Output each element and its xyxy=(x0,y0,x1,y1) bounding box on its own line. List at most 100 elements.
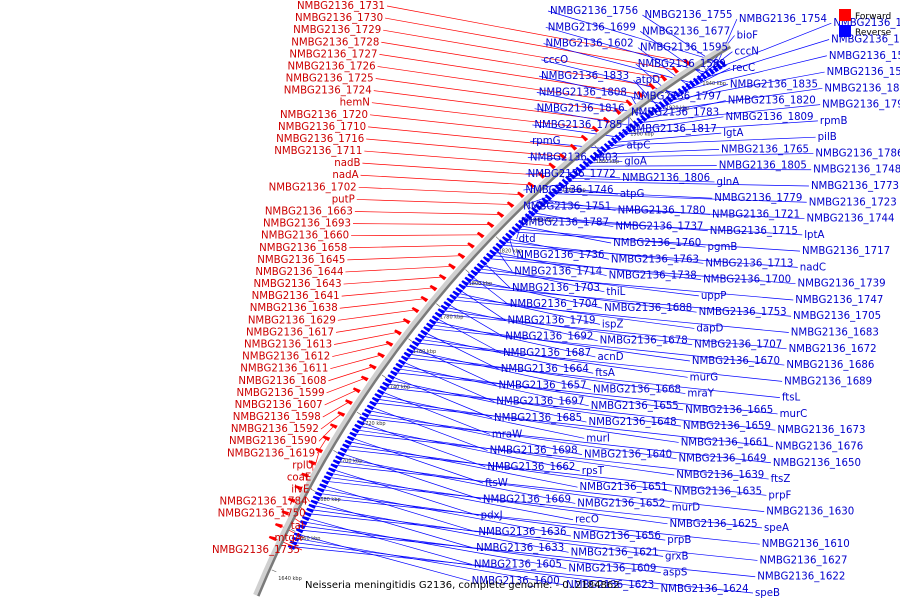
tick-mark xyxy=(311,489,316,492)
forward-gene-label: NMBG2136_1660 xyxy=(261,231,349,242)
connector-line xyxy=(364,150,553,167)
reverse-gene-feature xyxy=(342,443,350,449)
connector-line xyxy=(423,331,499,370)
reverse-gene-feature xyxy=(406,348,415,355)
connector-line xyxy=(452,295,695,329)
connector-line xyxy=(336,460,670,508)
reverse-gene-label: murD xyxy=(672,503,701,514)
connector-line xyxy=(429,324,690,362)
reverse-gene-label: rpsT xyxy=(582,466,605,477)
connector-line xyxy=(516,222,522,240)
connector-line xyxy=(352,433,769,480)
connector-line xyxy=(527,157,590,161)
reverse-gene-label: NMBG2136_1747 xyxy=(795,295,883,306)
forward-gene-feature xyxy=(559,153,567,160)
forward-gene-feature xyxy=(322,435,331,442)
connector-line xyxy=(625,116,724,132)
reverse-gene-feature xyxy=(411,340,420,347)
tick-label: 1660 kbp xyxy=(297,536,321,542)
forward-gene-feature xyxy=(548,162,556,170)
reverse-gene-feature xyxy=(374,393,383,399)
reverse-gene-label: recC xyxy=(732,63,755,74)
reverse-gene-label: NMBG2136_1651 xyxy=(580,482,668,493)
reverse-gene-feature xyxy=(299,520,308,526)
reverse-gene-feature xyxy=(301,516,310,522)
reverse-gene-label: NMBG2136_1713 xyxy=(705,258,793,269)
connector-line xyxy=(711,22,832,71)
connector-line xyxy=(443,306,598,342)
tick-mark xyxy=(356,411,362,416)
position-ticks: 1940 kbp 1920 kbp 1900 kbp 1880 kbp 1860 kbp… xyxy=(271,66,726,582)
connector-line xyxy=(322,401,350,418)
reverse-gene-label: NMBG2136_1678 xyxy=(600,336,688,347)
reverse-gene-label: aspS xyxy=(663,568,687,579)
reverse-gene-label: mraY xyxy=(687,389,714,400)
reverse-gene-feature xyxy=(387,374,396,380)
reverse-gene-feature xyxy=(376,389,385,396)
connector-line xyxy=(544,199,616,211)
connector-line xyxy=(621,120,818,135)
connector-line xyxy=(329,472,574,521)
forward-gene-label: NMBG2136_1724 xyxy=(284,86,372,97)
reverse-gene-label: NMBG2136_1755 xyxy=(644,10,732,21)
reverse-gene-label: NMBG2136_1753 xyxy=(699,307,787,318)
connector-line xyxy=(383,29,665,79)
connector-line xyxy=(592,153,814,158)
connector-line xyxy=(467,278,603,309)
reverse-gene-label: pilB xyxy=(818,132,837,143)
connector-line xyxy=(607,136,816,146)
connector-line xyxy=(326,377,366,394)
forward-gene-label: putP xyxy=(332,194,355,205)
connector-line xyxy=(350,437,484,484)
reverse-gene-feature xyxy=(518,219,526,227)
reverse-gene-label: NMBG2136_1689 xyxy=(784,376,872,387)
forward-gene-label: mtgA xyxy=(275,533,302,544)
tick-label: 1920 kbp xyxy=(666,106,690,112)
forward-gene-feature xyxy=(660,74,668,82)
reverse-gene-label: pgmB xyxy=(708,242,738,253)
reverse-gene-label: NMBG2136_1751 xyxy=(523,201,611,212)
reverse-gene-feature xyxy=(662,98,670,106)
forward-gene-feature xyxy=(337,411,346,417)
forward-gene-feature xyxy=(637,91,645,98)
connector-line xyxy=(375,78,619,112)
reverse-gene-feature xyxy=(625,125,633,133)
forward-gene-feature xyxy=(506,201,515,208)
connector-line xyxy=(367,410,583,455)
reverse-gene-feature xyxy=(558,181,566,189)
connector-line xyxy=(377,66,630,104)
forward-gene-feature xyxy=(625,99,633,107)
tick-label: 1740 kbp xyxy=(387,385,411,391)
reverse-gene-feature xyxy=(335,455,343,461)
reverse-gene-feature xyxy=(403,351,412,358)
reverse-gene-feature xyxy=(319,483,328,489)
connector-line xyxy=(449,299,789,333)
reverse-gene-label: grxB xyxy=(665,551,688,562)
forward-gene-feature xyxy=(268,535,277,541)
tick-mark xyxy=(594,145,599,150)
reverse-gene-label: NMBG2136_1744 xyxy=(806,214,894,225)
reverse-gene-feature xyxy=(501,236,510,243)
connector-line xyxy=(313,501,475,549)
forward-gene-label: NMBG2136_1710 xyxy=(278,122,366,133)
tick-label: 1780 kbp xyxy=(440,314,464,320)
tick-label: 1700 kbp xyxy=(339,459,363,465)
reverse-gene-label: NMBG2136_1609 xyxy=(568,564,656,575)
reverse-gene-feature xyxy=(575,166,583,174)
reverse-gene-feature xyxy=(479,259,488,266)
reverse-gene-feature xyxy=(636,117,644,125)
reverse-gene-label: NMBG2136_1626 xyxy=(831,34,900,45)
reverse-gene-label: NMBG2136_1648 xyxy=(588,417,676,428)
forward-gene-label: NMBG2136_1612 xyxy=(242,352,330,363)
reverse-gene-feature xyxy=(508,229,516,236)
reverse-gene-feature xyxy=(291,536,300,542)
connector-line xyxy=(404,357,780,398)
connector-line xyxy=(381,41,653,87)
reverse-gene-label: thiL xyxy=(606,287,625,298)
reverse-gene-label: NMBG2136_1670 xyxy=(692,356,780,367)
gene-labels: NMBG2136_1731NMBG2136_1730NMBG2136_1729N… xyxy=(212,1,900,599)
connector-line xyxy=(412,346,497,386)
reverse-gene-feature xyxy=(696,75,704,83)
reverse-gene-feature xyxy=(344,439,353,446)
